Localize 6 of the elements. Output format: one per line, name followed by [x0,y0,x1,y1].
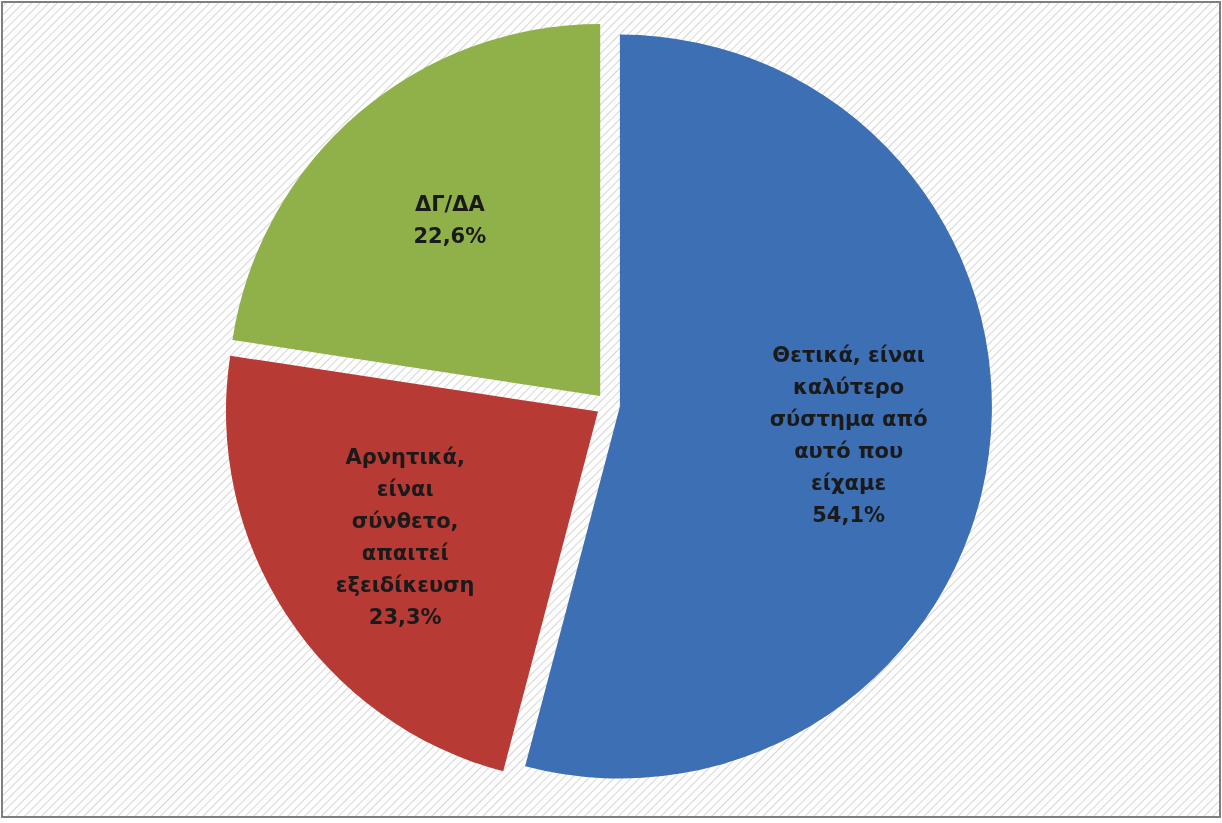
data-label: 22,6% [413,223,487,248]
data-label: 54,1% [812,503,886,528]
slice-label: ΔΓ/ΔΑ [414,191,486,216]
data-label: 23,3% [368,605,442,630]
slice-label: Θετικά, είναι καλύτερο σύστημα από αυτό που είχαμε [769,343,928,496]
slice-label: Αρνητικά, είναι σύνθετο, απαιτεί εξειδίκευση [335,445,475,598]
